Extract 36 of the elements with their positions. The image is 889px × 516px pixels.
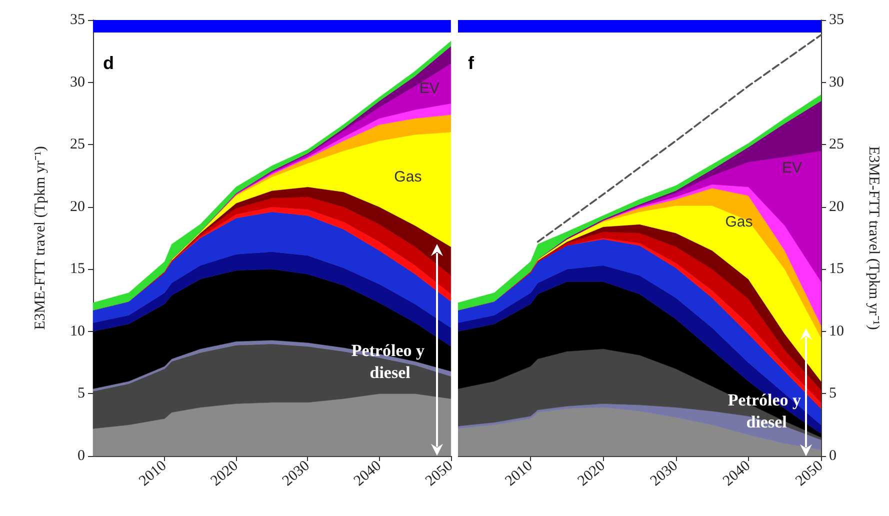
y-tick-label: 10 [70,323,85,340]
y2-tick-label: 20 [829,198,844,215]
x-tick-label: 2050 [422,458,456,490]
y-tick-label: 25 [70,136,85,153]
x-tick-label: 2040 [351,458,384,490]
y-tick-label: 35 [70,12,85,28]
line-series [536,34,822,243]
annotation: Gas [394,168,422,186]
y2-tick-label: 0 [829,448,836,464]
x-tick-label: 2030 [648,458,681,490]
x-tick-label: 2040 [720,458,754,490]
x-tick-label: 2010 [502,458,536,490]
annotation: EV [419,80,440,98]
y2-tick-label: 30 [829,74,844,90]
y2-tick-label: 5 [829,386,836,402]
x-tick-label: 2030 [280,458,313,490]
y2-tick-label: 10 [829,323,844,340]
annotation: EV [782,160,802,177]
annotation: Gas [725,213,753,230]
x-tick-label: 2020 [208,458,242,490]
x-tick-label: 2010 [136,458,170,490]
x-tick-label: 2050 [792,458,826,490]
y-tick-label: 5 [78,386,85,402]
y-axis-title: E3ME-FTT travel (Tpkm yr⁻¹) [32,146,48,330]
annotation: Petróleo y diesel [351,340,429,382]
y-tick-label: 15 [70,261,85,278]
y2-axis-title: E3ME-FTT travel (Tpkm yr⁻¹) [866,146,882,330]
y2-tick-label: 35 [829,12,844,28]
y2-tick-label: 25 [829,136,844,153]
x-tick-label: 2020 [575,458,608,490]
y-tick-label: 0 [78,448,85,464]
y-tick-label: 30 [70,74,85,90]
y2-tick-label: 15 [829,261,844,278]
annotation: f [468,53,475,73]
y-tick-label: 20 [70,198,85,215]
annotation: d [103,53,114,73]
